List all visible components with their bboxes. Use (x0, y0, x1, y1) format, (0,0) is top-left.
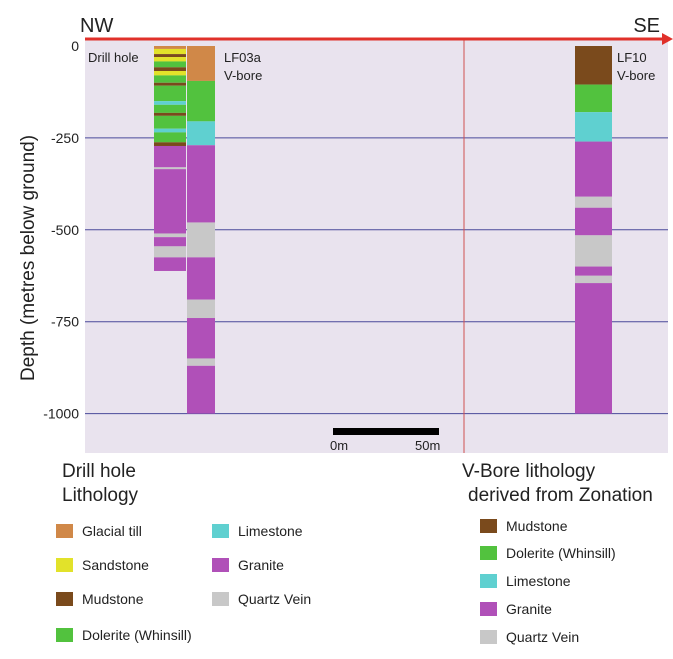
lithology-interval (187, 80, 215, 122)
lithology-interval (154, 246, 186, 258)
y-axis-tick-labels: 0 -250 -500 -750 -1000 (43, 38, 79, 422)
legend-label: Quartz Vein (238, 591, 312, 607)
direction-nw-label: NW (80, 15, 113, 37)
y-axis-title: Depth (metres below ground) (18, 135, 39, 381)
lithology-interval (154, 104, 186, 113)
y-tick-label: -250 (51, 130, 79, 146)
legend-label: Limestone (238, 523, 303, 539)
y-tick-label: -1000 (43, 406, 79, 422)
legend-drill-hole-title-line1: Drill hole (62, 461, 136, 482)
column-label: Drill hole (88, 50, 139, 65)
legend-label: Glacial till (82, 523, 142, 539)
scale-bar: 0m 50m (330, 428, 440, 453)
lithology-interval (154, 112, 186, 116)
y-tick-label: 0 (71, 38, 79, 54)
lithology-column (154, 46, 186, 271)
column-label: LF03a (224, 50, 262, 65)
lithology-interval (154, 67, 186, 71)
column-label: LF10 (617, 50, 647, 65)
lithology-column (575, 46, 612, 414)
lithology-columns (154, 46, 612, 414)
lithology-column (187, 46, 215, 414)
lithology-interval (187, 46, 215, 81)
legend-v-bore: V-Bore lithology derived from Zonation M… (462, 460, 672, 655)
legend-drill-hole-title-line2: Lithology (62, 485, 139, 506)
legend-swatch (56, 558, 73, 572)
legend-label: Limestone (506, 573, 571, 589)
lithology-interval (154, 61, 186, 68)
lithology-interval (575, 207, 612, 236)
legend-label: Dolerite (Whinsill) (82, 627, 192, 643)
legend-swatch (480, 602, 497, 616)
legend-swatch (212, 524, 229, 538)
arrow-head-icon (662, 33, 673, 45)
lithology-interval (575, 266, 612, 276)
legend-drill-hole: Drill hole Lithology Glacial till Sandsto… (56, 460, 392, 655)
lithology-interval (154, 142, 186, 146)
legend-swatch (212, 592, 229, 606)
lithology-interval (187, 121, 215, 146)
column-label: V-bore (224, 68, 262, 83)
legend-swatch (480, 519, 497, 533)
legend-v-bore-title-line2: derived from Zonation (468, 485, 653, 506)
lithology-interval (154, 57, 186, 62)
lithology-interval (575, 141, 612, 197)
scale-bar-start-label: 0m (330, 438, 348, 453)
lithology-interval (575, 235, 612, 267)
lithology-interval (154, 85, 186, 102)
lithology-interval (154, 48, 186, 55)
lithology-interval (575, 283, 612, 414)
legend-label: Mudstone (506, 518, 568, 534)
column-labels: Drill hole LF03a V-bore LF10 V-bore (88, 50, 655, 83)
legend-label: Dolerite (Whinsill) (506, 545, 616, 561)
legend-v-bore-title-line1: V-Bore lithology (462, 461, 596, 482)
legend-swatch (480, 574, 497, 588)
lithology-interval (154, 132, 186, 143)
lithology-interval (154, 70, 186, 76)
lithology-interval (154, 257, 186, 271)
legend-swatch (56, 592, 73, 606)
legend-swatch (480, 546, 497, 560)
scale-bar-rect (333, 428, 439, 435)
lithology-interval (187, 299, 215, 319)
lithology-interval (154, 128, 186, 133)
lithology-interval (154, 237, 186, 247)
lithology-interval (187, 257, 215, 300)
y-tick-label: -750 (51, 314, 79, 330)
lithology-interval (187, 222, 215, 258)
y-tick-label: -500 (51, 222, 79, 238)
cross-section-diagram: NW SE Depth (metres below ground) 0 -250 -… (18, 15, 673, 453)
lithology-interval (154, 145, 186, 168)
legend-swatch (480, 630, 497, 644)
legend-swatch (56, 524, 73, 538)
legend-label: Mudstone (82, 591, 144, 607)
lithology-interval (154, 233, 186, 238)
lithology-interval (154, 169, 186, 234)
lithology-interval (575, 112, 612, 142)
lithology-interval (575, 46, 612, 85)
scale-bar-end-label: 50m (415, 438, 440, 453)
lithology-interval (187, 318, 215, 359)
lithology-interval (154, 46, 186, 49)
legend-label: Granite (238, 557, 284, 573)
legend-swatch (56, 628, 73, 642)
lithology-interval (187, 358, 215, 366)
legend-label: Quartz Vein (506, 629, 580, 645)
lithology-interval (154, 115, 186, 129)
lithology-interval (154, 101, 186, 105)
column-label: V-bore (617, 68, 655, 83)
legend-swatch (212, 558, 229, 572)
legend-label: Granite (506, 601, 552, 617)
lithology-interval (154, 54, 186, 58)
lithology-interval (575, 84, 612, 113)
lithology-interval (187, 365, 215, 414)
lithology-interval (575, 196, 612, 208)
lithology-interval (187, 145, 215, 223)
direction-se-label: SE (633, 15, 660, 37)
lithology-interval (154, 82, 186, 86)
legend-label: Sandstone (82, 557, 149, 573)
lithology-interval (154, 75, 186, 83)
lithology-interval (154, 167, 186, 170)
lithology-interval (575, 275, 612, 284)
